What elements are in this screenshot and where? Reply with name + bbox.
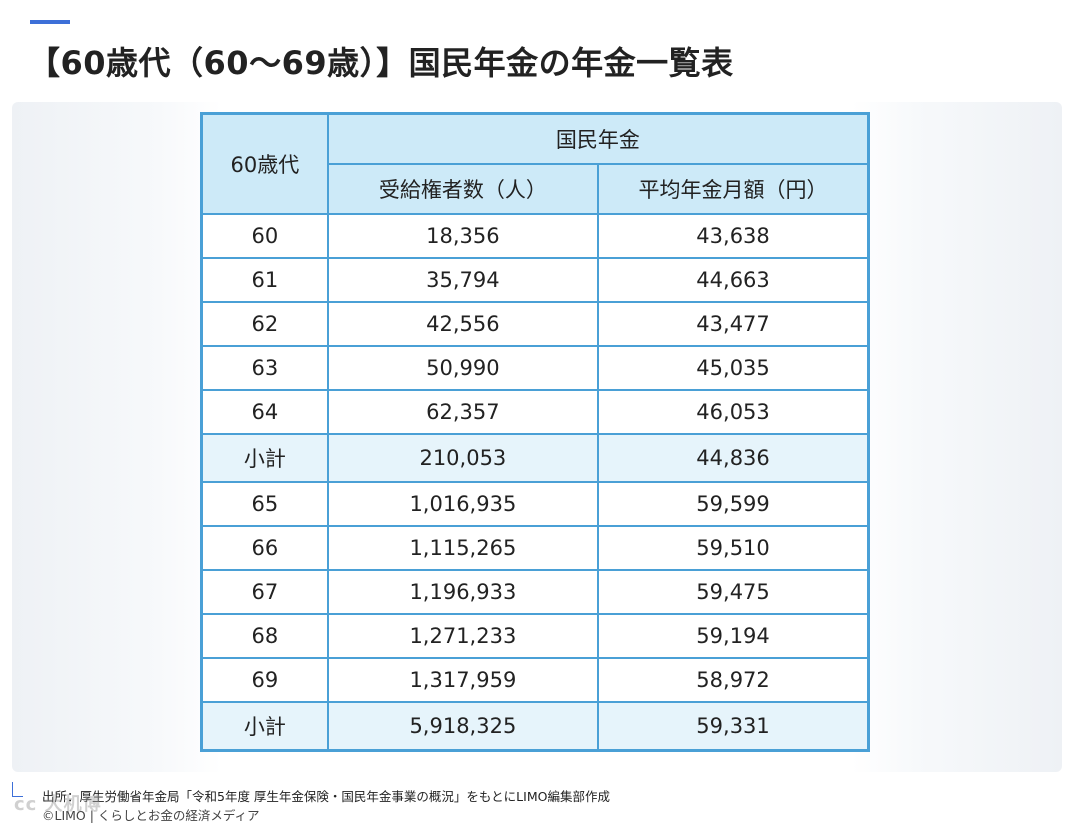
age-cell: 小計	[200, 701, 329, 752]
recipients-cell: 1,271,233	[326, 613, 600, 659]
recipients-cell: 18,356	[326, 213, 600, 259]
age-cell: 66	[200, 525, 329, 571]
age-cell: 61	[200, 257, 329, 303]
age-cell: 62	[200, 301, 329, 347]
age-cell: 69	[200, 657, 329, 703]
recipients-cell: 1,016,935	[326, 481, 600, 527]
pension-table: 60歳代 国民年金 受給権者数（人） 平均年金月額（円） 60 18,356 4…	[200, 112, 870, 752]
age-cell: 68	[200, 613, 329, 659]
copyright-caption: ©LIMO | くらしとお金の経済メディア	[42, 808, 260, 823]
age-cell: 60	[200, 213, 329, 259]
recipients-cell: 210,053	[326, 433, 600, 483]
age-cell: 63	[200, 345, 329, 391]
average-cell: 43,638	[597, 213, 870, 259]
average-cell: 59,194	[597, 613, 870, 659]
recipients-cell: 1,196,933	[326, 569, 600, 615]
average-cell: 59,510	[597, 525, 870, 571]
table-row: 66 1,115,265 59,510	[200, 525, 870, 571]
average-header: 平均年金月額（円）	[597, 163, 870, 215]
recipients-cell: 42,556	[326, 301, 600, 347]
age-cell: 67	[200, 569, 329, 615]
title-accent-bar	[30, 20, 70, 24]
average-cell: 45,035	[597, 345, 870, 391]
average-cell: 44,663	[597, 257, 870, 303]
table-row: 68 1,271,233 59,194	[200, 613, 870, 659]
page-title: 【60歳代（60〜69歳）】国民年金の年金一覧表	[28, 44, 734, 82]
average-cell: 43,477	[597, 301, 870, 347]
average-cell: 58,972	[597, 657, 870, 703]
table-row: 65 1,016,935 59,599	[200, 481, 870, 527]
recipients-cell: 62,357	[326, 389, 600, 435]
average-cell: 59,475	[597, 569, 870, 615]
average-cell: 46,053	[597, 389, 870, 435]
age-cell: 64	[200, 389, 329, 435]
average-cell: 44,836	[597, 433, 870, 483]
recipients-cell: 35,794	[326, 257, 600, 303]
table-row: 60 18,356 43,638	[200, 213, 870, 259]
subtotal-row: 小計 210,053 44,836	[200, 433, 870, 483]
table-row: 63 50,990 45,035	[200, 345, 870, 391]
watermark: cc 大机博	[14, 794, 102, 815]
source-corner-mark	[12, 782, 23, 797]
recipients-cell: 5,918,325	[326, 701, 600, 752]
age-header: 60歳代	[200, 112, 329, 215]
table-row: 62 42,556 43,477	[200, 301, 870, 347]
table-row: 64 62,357 46,053	[200, 389, 870, 435]
group-header: 国民年金	[326, 112, 870, 165]
recipients-cell: 1,115,265	[326, 525, 600, 571]
age-cell: 65	[200, 481, 329, 527]
age-cell: 小計	[200, 433, 329, 483]
subtotal-row: 小計 5,918,325 59,331	[200, 701, 870, 752]
recipients-header: 受給権者数（人）	[326, 163, 600, 215]
table-body: 60 18,356 43,638 61 35,794 44,663 62 42,…	[200, 213, 870, 752]
source-caption: 出所：厚生労働省年金局「令和5年度 厚生年金保険・国民年金事業の概況」をもとにL…	[42, 789, 610, 804]
table-row: 61 35,794 44,663	[200, 257, 870, 303]
average-cell: 59,331	[597, 701, 870, 752]
recipients-cell: 1,317,959	[326, 657, 600, 703]
recipients-cell: 50,990	[326, 345, 600, 391]
table-row: 69 1,317,959 58,972	[200, 657, 870, 703]
table-row: 67 1,196,933 59,475	[200, 569, 870, 615]
average-cell: 59,599	[597, 481, 870, 527]
